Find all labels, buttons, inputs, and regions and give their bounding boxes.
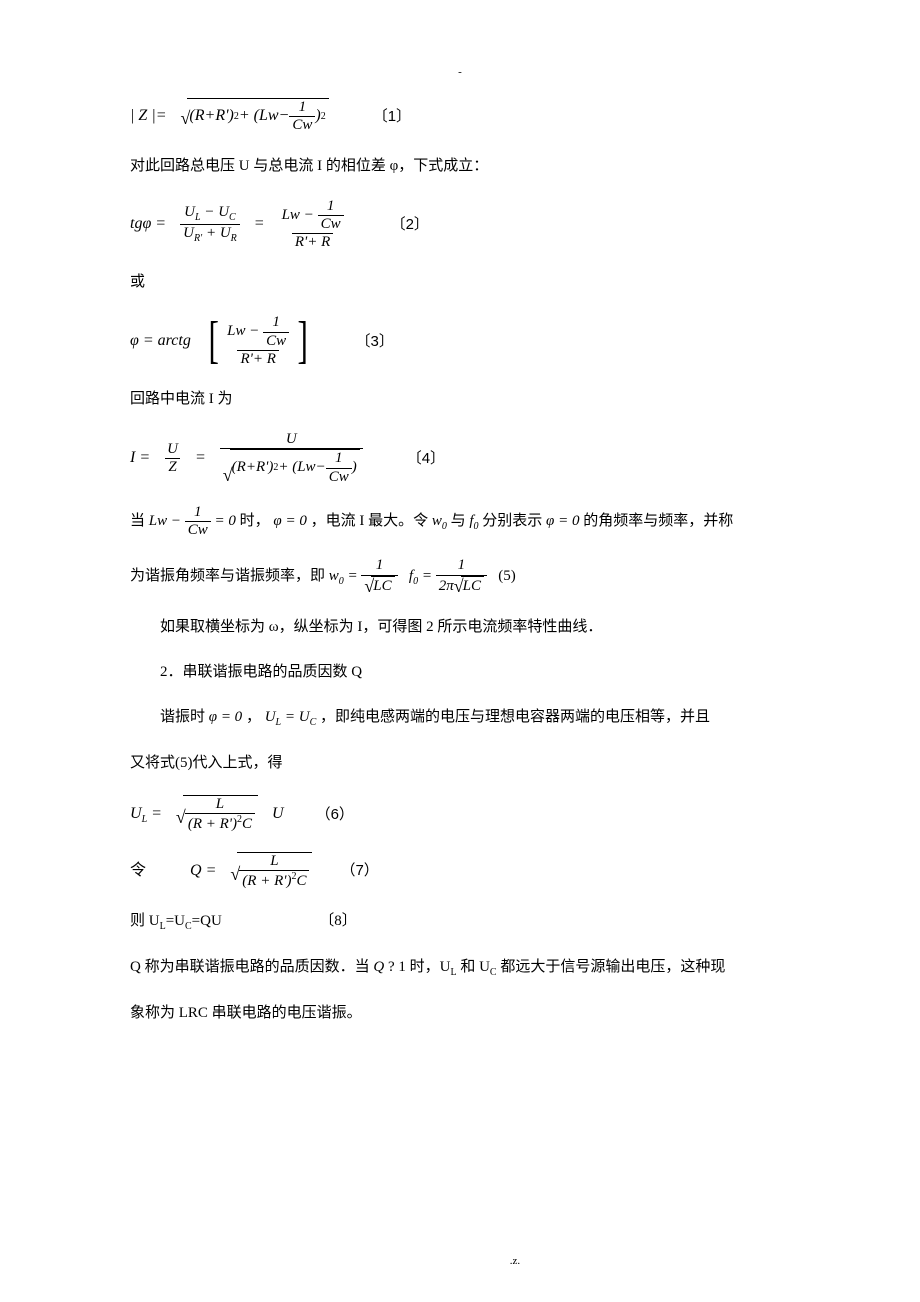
phi-zero: φ = 0: [273, 513, 306, 529]
header-mark: -: [458, 63, 462, 83]
equation-7: 令 Q = L(R + R')2C （7）: [130, 852, 790, 891]
res-d: 分别表示: [482, 513, 542, 529]
let-text: 令: [130, 857, 146, 886]
or-text: 或: [130, 269, 790, 296]
equation-2: tgφ = UL − UC UR' + UR = Lw − 1Cw R'+ R …: [130, 198, 790, 252]
q-a: 谐振时: [160, 709, 205, 725]
res-b: 时，: [240, 513, 270, 529]
eq2-number: 〔2〕: [391, 211, 429, 238]
eq3-number: 〔3〕: [356, 328, 394, 355]
eq4-number: 〔4〕: [407, 445, 445, 472]
para-resonance: 当 Lw − 1Cw = 0 时， φ = 0 ，电流 I 最大。令 w0 与 …: [130, 504, 790, 540]
para-current: 回路中电流 I 为: [130, 386, 790, 413]
page-footer: .z.: [0, 1252, 920, 1272]
footer-z: z.: [513, 1255, 521, 1267]
final-a: Q 称为串联谐振电路的品质因数．当: [130, 959, 370, 975]
q-b: ，: [246, 709, 261, 725]
section-2: 2．串联谐振电路的品质因数 Q: [130, 659, 790, 686]
res-c: ，电流 I 最大。令: [311, 513, 429, 529]
res-f: 为谐振角频率与谐振频率，即: [130, 568, 325, 584]
para-phase: 对此回路总电压 U 与总电流 I 的相位差 φ，下式成立：: [130, 153, 790, 180]
equation-8: 则 UL=UC=QU 〔8〕: [130, 908, 790, 936]
para-sub5: 又将式(5)代入上式，得: [130, 750, 790, 777]
res-e: 的角频率与频率，并称: [583, 513, 733, 529]
eq6-number: （6）: [316, 801, 354, 828]
res-a: 当: [130, 513, 145, 529]
q-c: ，即纯电感两端的电压与理想电容器两端的电压相等，并且: [320, 709, 710, 725]
eq7-number: （7）: [340, 857, 378, 884]
para-curve: 如果取横坐标为 ω，纵坐标为 I，可得图 2 所示电流频率特性曲线．: [130, 614, 790, 641]
para-final-2: 象称为 LRC 串联电路的电压谐振。: [130, 1000, 790, 1027]
eq5-number: (5): [498, 568, 516, 584]
para-q: 谐振时 φ = 0 ， UL = UC ，即纯电感两端的电压与理想电容器两端的电…: [130, 704, 790, 732]
equation-4: I = UZ = U (R + R')2 + (Lw − 1Cw) 〔4〕: [130, 431, 790, 486]
eq8-number: 〔8〕: [319, 913, 357, 929]
para-final: Q 称为串联谐振电路的品质因数．当 Q ? 1 时，UL 和 UC 都远大于信号…: [130, 954, 790, 982]
equation-6: UL = L(R + R')2C U （6）: [130, 795, 790, 834]
para-resonance-2: 为谐振角频率与谐振频率，即 w0 = 1LC f0 = 12πLC (5): [130, 557, 790, 596]
equation-1: | Z |= (R + R')2 + (Lw − 1Cw)2 〔1〕: [130, 98, 790, 135]
equation-3: φ = arctg [ Lw − 1Cw R'+ R ] 〔3〕: [130, 314, 790, 368]
eq1-number: 〔1〕: [373, 103, 411, 130]
